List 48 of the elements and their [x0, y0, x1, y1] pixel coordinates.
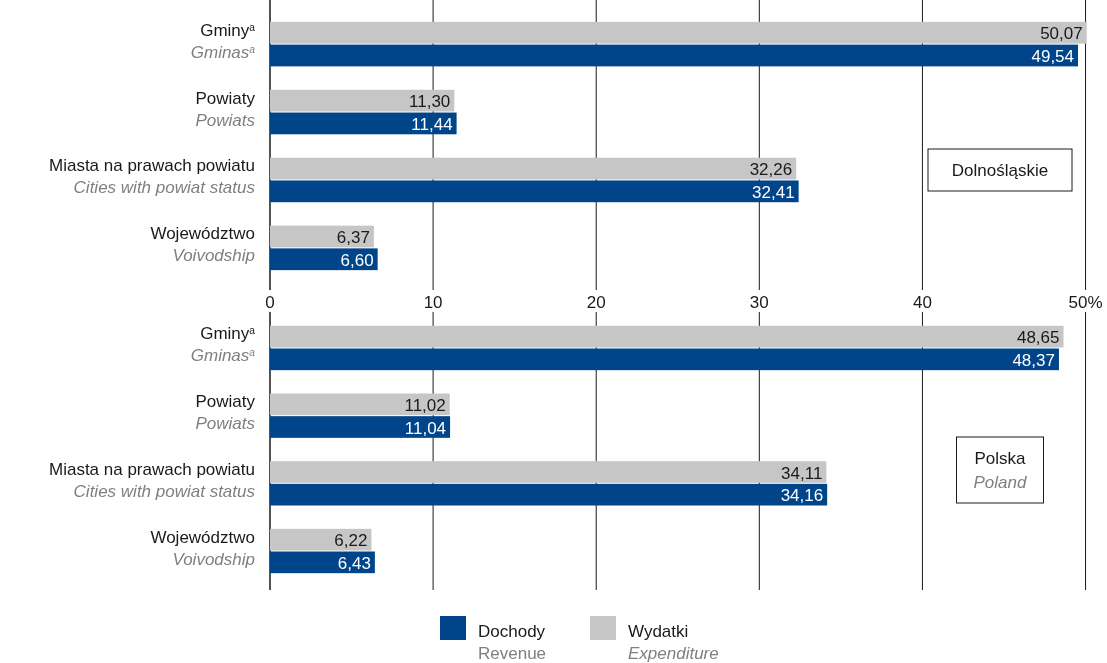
bar — [270, 393, 450, 416]
y-tick-label: Województwo Voivodship — [150, 224, 255, 266]
data-label: 11,44 — [411, 114, 453, 134]
y-tick-label: Powiaty Powiats — [195, 88, 256, 130]
bar — [270, 528, 372, 551]
data-label: 32,41 — [752, 182, 795, 202]
bar — [270, 180, 799, 203]
data-label: 6,22 — [334, 531, 368, 551]
bar — [270, 416, 451, 438]
data-label: 11,02 — [404, 395, 446, 415]
bar — [270, 21, 1087, 44]
legend-label: Wydatki Expenditure — [628, 622, 719, 663]
y-tick-label: Powiaty Powiats — [195, 392, 256, 434]
x-tick-label: 40 — [912, 293, 932, 312]
bar — [270, 461, 827, 483]
x-tick-label: 0 — [265, 293, 275, 312]
data-label: 11,04 — [404, 418, 447, 438]
bar — [270, 248, 378, 271]
bar — [270, 483, 828, 506]
data-label: 48,65 — [1016, 328, 1060, 348]
y-tick-label: Gminy$^{a}$ Gminas$^{a}$ — [190, 324, 256, 366]
data-label: 34,11 — [781, 463, 823, 483]
annotation: Dolnośląskie — [951, 161, 1049, 180]
bar — [270, 112, 457, 135]
bar — [270, 44, 1079, 67]
y-tick-label: Miasta na prawach powiatu Cities with powiat status — [48, 156, 256, 198]
data-label: 34,16 — [780, 486, 824, 506]
data-label: 6,37 — [336, 228, 370, 247]
annotation: Polska Poland — [973, 449, 1028, 492]
bar — [270, 325, 1064, 348]
data-label: 6,43 — [337, 553, 371, 573]
data-label: 50,07 — [1040, 24, 1083, 44]
x-tick-label: 50% — [1068, 293, 1103, 312]
x-tick-label: 20 — [586, 293, 606, 312]
x-tick-label: 10 — [423, 293, 443, 312]
y-tick-label: Województwo Voivodship — [150, 527, 255, 569]
y-tick-label: Miasta na prawach powiatu Cities with powiat status — [48, 459, 256, 501]
bar — [270, 348, 1059, 371]
legend-label: Dochody Revenue — [478, 622, 547, 663]
data-label: 32,26 — [749, 160, 793, 180]
bar — [270, 157, 797, 180]
data-label: 48,37 — [1012, 350, 1055, 370]
data-label: 6,60 — [340, 250, 374, 270]
bar — [270, 89, 455, 112]
x-tick-label: 30 — [749, 293, 769, 312]
data-label: 49,54 — [1031, 47, 1075, 66]
data-label: 11,30 — [409, 92, 451, 112]
y-tick-label: Gminy$^{a}$ Gminas$^{a}$ — [190, 20, 256, 62]
